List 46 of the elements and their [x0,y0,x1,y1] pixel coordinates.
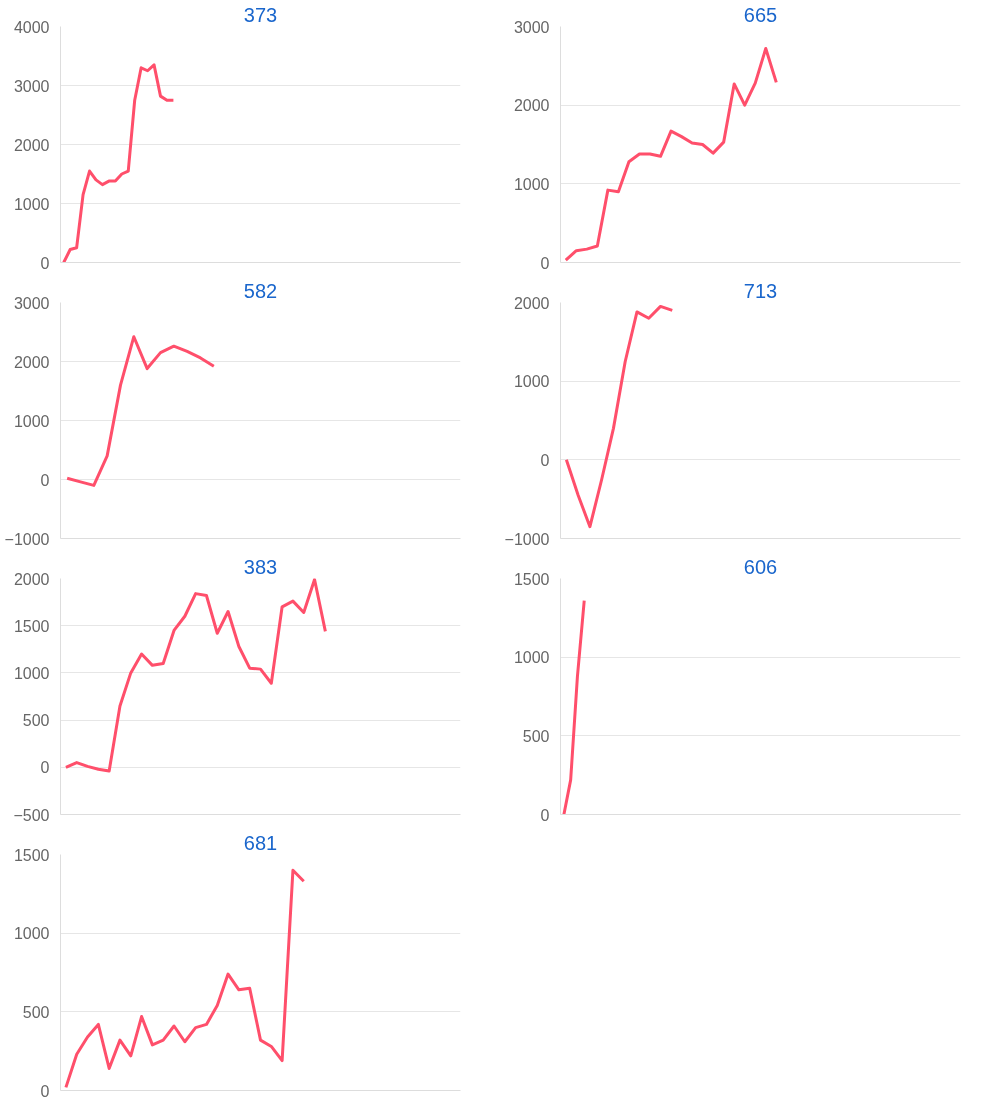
y-tick-label: 1000 [13,195,50,213]
y-tick-label: 1000 [13,925,50,943]
line-series [562,599,586,815]
y-tick-label: 3000 [513,18,550,36]
y-tick-label: 3000 [13,294,50,312]
line-series [564,47,778,262]
y-tick-label: 1000 [13,412,50,430]
y-tick-label: −1000 [4,530,50,548]
line-series [64,868,306,1089]
chart-title: 681 [243,831,278,854]
y-tick-label: 1500 [513,570,550,588]
y-tick-label: 2000 [13,136,50,154]
y-tick-label: 0 [40,471,50,489]
y-tick-label: 2000 [13,353,50,371]
line-series [64,578,327,773]
y-tick-label: −500 [13,806,50,824]
line-series [65,335,216,487]
y-tick-label: 500 [522,727,550,745]
y-tick-label: 1000 [13,664,50,682]
chart-title: 713 [743,279,778,302]
chart-title: 582 [243,279,278,302]
y-tick-label: 0 [40,1082,50,1100]
y-tick-label: 2000 [13,570,50,588]
chart-title: 383 [243,555,278,578]
line-series [62,63,175,263]
y-tick-label: 0 [540,806,550,824]
y-tick-label: 1000 [513,649,550,667]
line-series [564,304,674,529]
y-tick-label: 3000 [13,77,50,95]
y-tick-label: 500 [22,1003,50,1021]
y-tick-label: 2000 [513,97,550,115]
y-tick-label: 0 [40,759,50,777]
y-tick-label: 1500 [13,846,50,864]
chart-title: 606 [743,555,778,578]
y-tick-label: −1000 [504,530,550,548]
y-tick-label: 1000 [513,373,550,391]
y-tick-label: 0 [540,451,550,469]
chart-title: 373 [243,3,278,26]
y-tick-label: 500 [22,712,50,730]
y-tick-label: 1000 [513,175,550,193]
y-tick-label: 1500 [13,617,50,635]
chart-title: 665 [743,3,778,26]
y-tick-label: 0 [40,254,50,272]
y-tick-label: 0 [540,254,550,272]
y-tick-label: 4000 [13,18,50,36]
y-tick-label: 2000 [513,294,550,312]
